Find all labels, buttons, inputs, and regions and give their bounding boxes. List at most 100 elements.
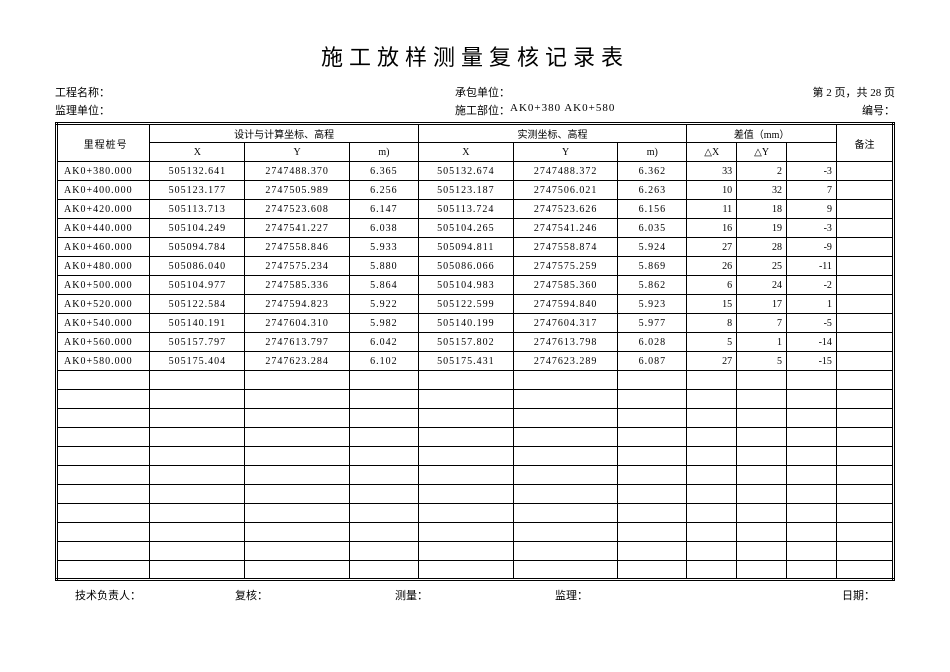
cell-empty — [687, 428, 737, 447]
cell-empty — [245, 561, 350, 580]
cell-dy: 2747594.823 — [245, 295, 350, 314]
cell-station: AK0+460.000 — [57, 238, 150, 257]
cell-empty — [618, 504, 687, 523]
cell-empty — [836, 485, 893, 504]
cell-dx: 505086.040 — [150, 257, 245, 276]
cell-empty — [687, 523, 737, 542]
cell-empty — [418, 466, 513, 485]
cell-empty — [245, 504, 350, 523]
cell-empty — [349, 542, 418, 561]
cell-empty — [245, 409, 350, 428]
table-row: AK0+380.000505132.6412747488.3706.365505… — [57, 162, 894, 181]
cell-empty — [245, 523, 350, 542]
cell-my: 2747558.874 — [513, 238, 618, 257]
cell-empty — [836, 466, 893, 485]
cell-empty — [787, 504, 837, 523]
cell-remark — [836, 219, 893, 238]
cell-empty — [787, 428, 837, 447]
cell-empty — [513, 561, 618, 580]
cell-empty — [687, 542, 737, 561]
cell-dx: 505175.404 — [150, 352, 245, 371]
table-row-empty — [57, 561, 894, 580]
cell-empty — [836, 447, 893, 466]
table-row: AK0+420.000505113.7132747523.6086.147505… — [57, 200, 894, 219]
supervisor-label: 监理单位： — [55, 102, 110, 118]
cell-dx: 505140.191 — [150, 314, 245, 333]
cell-empty — [245, 428, 350, 447]
cell-dx: 505104.977 — [150, 276, 245, 295]
table-row-empty — [57, 504, 894, 523]
cell-empty — [349, 447, 418, 466]
col-ey: △Y — [737, 143, 787, 162]
table-row-empty — [57, 390, 894, 409]
cell-empty — [150, 428, 245, 447]
cell-empty — [836, 504, 893, 523]
cell-dx: 505132.641 — [150, 162, 245, 181]
table-row: AK0+560.000505157.7972747613.7976.042505… — [57, 333, 894, 352]
cell-empty — [150, 485, 245, 504]
cell-empty — [57, 466, 150, 485]
cell-ey: 5 — [737, 352, 787, 371]
cell-empty — [57, 504, 150, 523]
cell-empty — [349, 504, 418, 523]
cell-station: AK0+560.000 — [57, 333, 150, 352]
cell-dy: 2747585.336 — [245, 276, 350, 295]
cell-empty — [618, 428, 687, 447]
cell-empty — [150, 504, 245, 523]
cell-empty — [57, 409, 150, 428]
cell-remark — [836, 295, 893, 314]
cell-my: 2747623.289 — [513, 352, 618, 371]
cell-mh: 5.977 — [618, 314, 687, 333]
cell-empty — [737, 466, 787, 485]
cell-ex: 6 — [687, 276, 737, 295]
cell-empty — [836, 371, 893, 390]
cell-empty — [150, 409, 245, 428]
cell-empty — [836, 542, 893, 561]
cell-empty — [737, 485, 787, 504]
meta-block: 工程名称： 承包单位： 第 2 页，共 28 页 监理单位： 施工部位： AK0… — [55, 84, 895, 120]
cell-mx: 505094.811 — [418, 238, 513, 257]
cell-mh: 6.156 — [618, 200, 687, 219]
cell-ex: 11 — [687, 200, 737, 219]
cell-empty — [513, 504, 618, 523]
cell-empty — [418, 409, 513, 428]
cell-mx: 505175.431 — [418, 352, 513, 371]
cell-empty — [787, 447, 837, 466]
col-ex: △X — [687, 143, 737, 162]
cell-dy: 2747523.608 — [245, 200, 350, 219]
cell-empty — [418, 485, 513, 504]
cell-ex: 26 — [687, 257, 737, 276]
col-dy: Y — [245, 143, 350, 162]
cell-dy: 2747541.227 — [245, 219, 350, 238]
cell-station: AK0+520.000 — [57, 295, 150, 314]
table-row-empty — [57, 542, 894, 561]
col-design: 设计与计算坐标、高程 — [150, 124, 418, 143]
cell-empty — [787, 409, 837, 428]
table-body: AK0+380.000505132.6412747488.3706.365505… — [57, 162, 894, 580]
cell-mx: 505113.724 — [418, 200, 513, 219]
cell-empty — [618, 466, 687, 485]
footer-reviewer: 复核： — [235, 587, 395, 603]
section-label: 施工部位： — [455, 102, 510, 118]
cell-empty — [687, 466, 737, 485]
cell-ey: 25 — [737, 257, 787, 276]
cell-my: 2747575.259 — [513, 257, 618, 276]
cell-empty — [150, 447, 245, 466]
cell-dx: 505157.797 — [150, 333, 245, 352]
table-row-empty — [57, 466, 894, 485]
col-measured: 实测坐标、高程 — [418, 124, 686, 143]
table-row: AK0+540.000505140.1912747604.3105.982505… — [57, 314, 894, 333]
cell-empty — [57, 371, 150, 390]
cell-dh: 6.256 — [349, 181, 418, 200]
col-remark: 备注 — [836, 124, 893, 162]
table-row-empty — [57, 409, 894, 428]
cell-station: AK0+540.000 — [57, 314, 150, 333]
cell-empty — [150, 561, 245, 580]
table-row: AK0+460.000505094.7842747558.8465.933505… — [57, 238, 894, 257]
cell-dh: 6.102 — [349, 352, 418, 371]
cell-dh: 6.147 — [349, 200, 418, 219]
cell-empty — [513, 428, 618, 447]
cell-ex: 16 — [687, 219, 737, 238]
cell-ey: 32 — [737, 181, 787, 200]
cell-empty — [513, 485, 618, 504]
